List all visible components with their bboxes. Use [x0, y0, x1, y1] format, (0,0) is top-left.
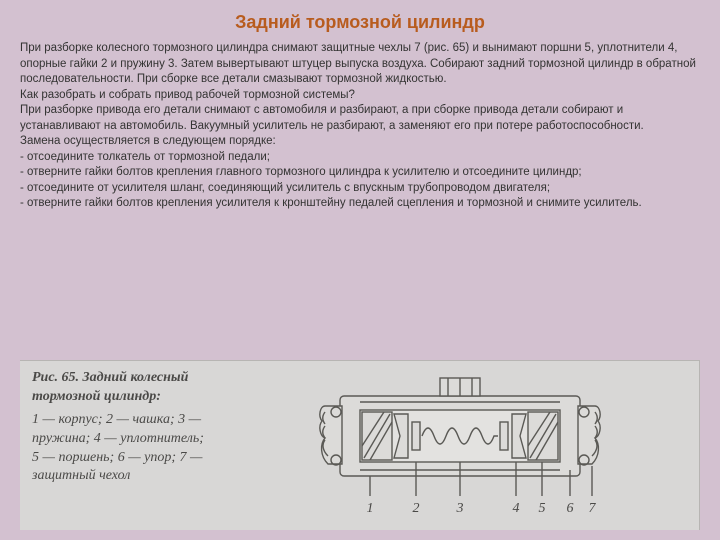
page-title: Задний тормозной цилиндр	[20, 12, 700, 33]
body-text: При разборке колесного тормозного цилинд…	[20, 41, 700, 212]
figure-block: Рис. 65. Задний колесный тормозной цилин…	[20, 360, 700, 530]
callout-1: 1	[366, 501, 373, 516]
callout-5: 5	[538, 501, 545, 516]
figure-drawing: 1 2 3 4 5 6 7	[220, 361, 699, 530]
figure-legend: 1 — корпус; 2 — чашка; 3 — пружина; 4 — …	[32, 411, 210, 487]
callout-7: 7	[588, 501, 596, 516]
callout-4: 4	[512, 501, 519, 516]
figure-caption: Рис. 65. Задний колесный тормозной цилин…	[20, 361, 220, 530]
callout-3: 3	[455, 501, 463, 516]
figure-title: Рис. 65. Задний колесный тормозной цилин…	[32, 369, 210, 407]
page-container: Задний тормозной цилиндр При разборке ко…	[0, 0, 720, 540]
cylinder-diagram: 1 2 3 4 5 6 7	[270, 366, 650, 526]
callout-2: 2	[412, 501, 419, 516]
callout-6: 6	[566, 501, 573, 516]
